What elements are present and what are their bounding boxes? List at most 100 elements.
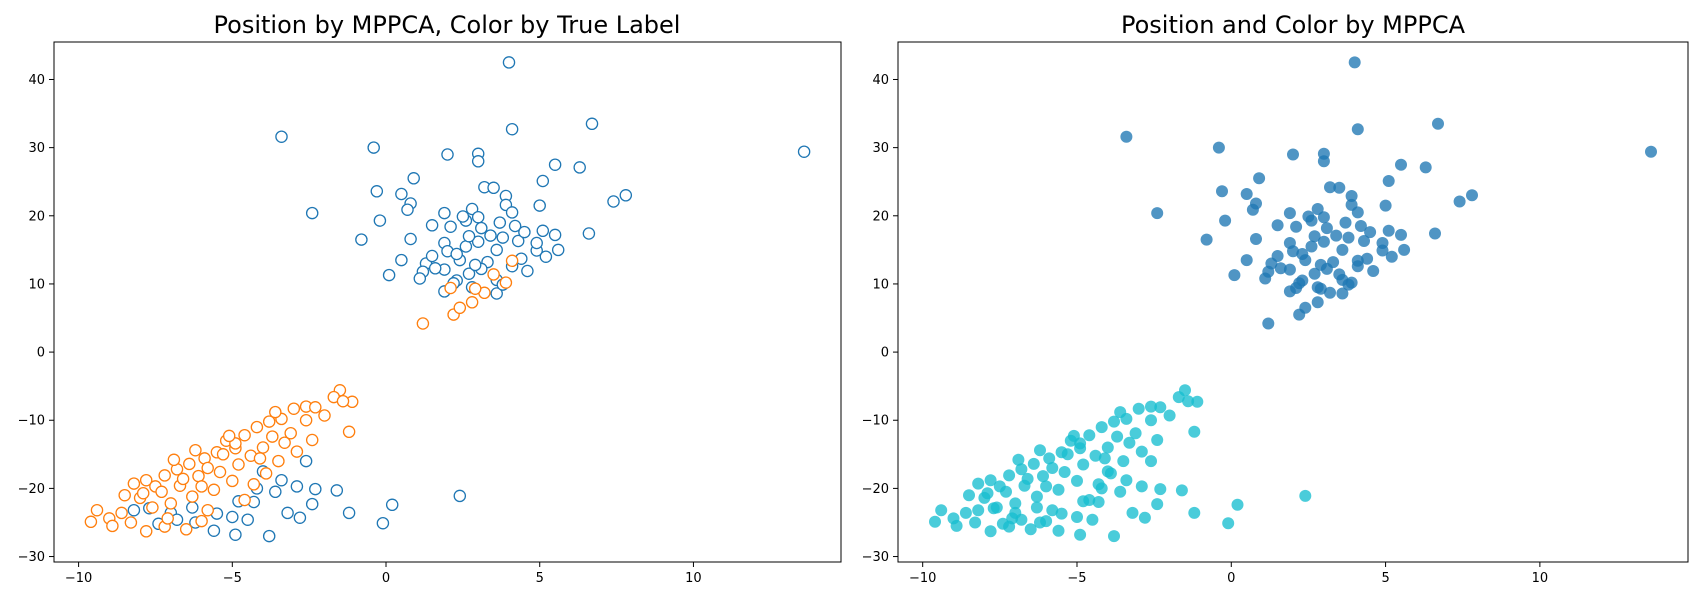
right-scatter-point-series-0: [1324, 181, 1336, 194]
left-scatter-point-series-0: [309, 482, 322, 496]
left-scatter-point-series-0: [456, 210, 470, 223]
left-scatter-point-series-0: [262, 529, 276, 543]
left-scatter-point-series-1: [179, 523, 193, 536]
left-scatter-point-series-0: [186, 501, 199, 514]
right-scatter-point-series-0: [1219, 214, 1232, 227]
left-scatter-point-series-0: [305, 206, 319, 220]
left-scatter-point-series-1: [247, 478, 261, 491]
left-scatter-point-series-0: [536, 174, 550, 188]
left-scatter-point-series-1: [465, 296, 479, 309]
right-scatter-point-series-1: [1154, 483, 1167, 496]
right-scatter-point-series-1: [1024, 523, 1037, 536]
left-scatter-point-series-1: [336, 394, 350, 408]
right-scatter-point-series-0: [1262, 317, 1275, 330]
right-scatter-point-series-1: [1083, 429, 1096, 442]
left-scatter-point-series-1: [136, 486, 150, 500]
right-scatter-point-series-0: [1311, 296, 1324, 309]
right-scatter-point-series-1: [1074, 528, 1087, 541]
left-scatter-point-series-0: [505, 206, 519, 219]
right-scatter-point-series-1: [1086, 513, 1099, 526]
right-scatter-point-series-1: [1182, 395, 1195, 408]
right-scatter-point-series-0: [1354, 220, 1367, 232]
right-scatter-point-series-0: [1151, 207, 1164, 220]
right-scatter-point-series-0: [1246, 203, 1259, 216]
left-scatter-point-series-0: [475, 221, 488, 235]
left-scatter-point-series-0: [484, 229, 497, 242]
left-scatter-point-series-0: [395, 187, 408, 201]
right-scatter-point-series-1: [1003, 469, 1016, 482]
left-plot-frame: [53, 41, 842, 563]
right-scatter-point-series-0: [1271, 219, 1284, 232]
right-scatter-point-series-1: [1009, 497, 1022, 510]
right-scatter-point-series-0: [1200, 233, 1213, 246]
right-scatter-point-series-0: [1299, 301, 1312, 314]
left-scatter-point-series-0: [425, 249, 439, 263]
left-scatter-point-series-1: [124, 516, 138, 529]
right-scatter-point-series-0: [1333, 181, 1346, 194]
right-scatter-point-series-1: [1299, 489, 1312, 502]
left-scatter-point-series-0: [444, 220, 457, 233]
right-scatter-point-series-0: [1317, 211, 1330, 224]
left-scatter-point-series-1: [232, 458, 245, 471]
right-scatter-point-series-1: [929, 515, 941, 528]
left-scatter-point-series-1: [299, 413, 313, 427]
right-y-tick-label: 40: [872, 73, 889, 88]
right-scatter-point-series-1: [1151, 498, 1164, 511]
left-scatter-point-series-0: [619, 189, 633, 202]
left-scatter-point-series-0: [404, 232, 417, 246]
right-plot-title: Position and Color by MPPCA: [1121, 11, 1466, 39]
left-scatter-point-series-1: [164, 497, 178, 510]
right-scatter-point-series-1: [1046, 504, 1059, 517]
right-scatter-point-series-0: [1305, 240, 1318, 253]
left-scatter-point-series-0: [533, 199, 546, 212]
left-scatter-point-series-1: [201, 503, 214, 517]
right-scatter-point-series-0: [1466, 189, 1478, 202]
right-y-tick-label: −20: [862, 482, 889, 497]
right-scatter-point-series-0: [1453, 195, 1466, 208]
left-y-tick-label: −30: [18, 550, 45, 565]
right-scatter-point-series-1: [1098, 452, 1111, 465]
left-scatter-point-series-0: [207, 524, 221, 537]
right-scatter-point-series-0: [1216, 185, 1228, 198]
left-scatter-point-series-1: [253, 452, 267, 465]
left-scatter-point-series-1: [259, 467, 273, 480]
left-scatter-point-series-0: [465, 202, 479, 216]
left-scatter-point-series-0: [290, 480, 304, 493]
left-scatter-point-series-1: [195, 514, 208, 528]
right-scatter-point-series-0: [1308, 267, 1321, 280]
right-scatter-point-series-1: [1071, 474, 1083, 487]
right-scatter-point-series-1: [1191, 395, 1204, 408]
left-plot-points: [84, 56, 811, 543]
right-scatter-panel: Position and Color by MPPCA −10 −5 0 5 10 −30…: [862, 11, 1689, 586]
right-scatter-point-series-0: [1336, 243, 1349, 256]
right-scatter-point-series-1: [1043, 452, 1056, 465]
right-scatter-point-series-0: [1212, 141, 1225, 154]
right-scatter-point-series-1: [1058, 466, 1071, 478]
right-scatter-point-series-0: [1287, 148, 1299, 161]
right-scatter-point-series-1: [1101, 465, 1114, 478]
left-x-tick-label: 0: [382, 571, 390, 586]
left-scatter-point-series-0: [490, 243, 503, 257]
right-scatter-point-series-1: [1077, 495, 1090, 508]
left-y-tick-label: 10: [28, 277, 45, 292]
right-scatter-point-series-1: [1138, 511, 1151, 524]
left-scatter-point-series-1: [158, 469, 171, 482]
left-scatter-point-series-1: [278, 436, 291, 449]
right-scatter-point-series-0: [1253, 172, 1266, 185]
right-scatter-point-series-0: [1120, 130, 1133, 143]
left-scatter-point-series-0: [462, 229, 476, 243]
left-scatter-point-series-0: [607, 195, 620, 208]
left-scatter-panel: Position by MPPCA, Color by True Label −…: [18, 11, 842, 586]
right-x-tick-label: −10: [909, 571, 936, 586]
left-scatter-point-series-0: [229, 528, 242, 541]
left-scatter-point-series-0: [367, 141, 380, 154]
left-scatter-point-series-1: [222, 429, 236, 443]
right-scatter-point-series-1: [1108, 415, 1120, 428]
left-x-tick-label: 5: [536, 571, 544, 586]
left-scatter-point-series-1: [250, 420, 264, 434]
left-scatter-point-series-1: [216, 448, 230, 461]
right-scatter-point-series-1: [959, 506, 972, 519]
right-scatter-point-series-0: [1342, 231, 1355, 244]
left-scatter-point-series-0: [797, 145, 811, 158]
right-scatter-point-series-1: [1052, 483, 1065, 496]
